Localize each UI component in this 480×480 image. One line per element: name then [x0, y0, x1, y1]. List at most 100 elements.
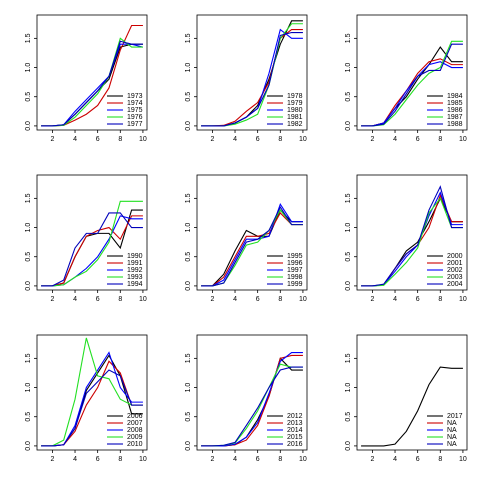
x-tick-label: 2 [50, 136, 54, 143]
y-tick-label: 1.5 [345, 193, 352, 203]
legend-label: 1974 [127, 100, 143, 107]
series-line [41, 337, 143, 447]
legend-label: NA [447, 420, 457, 427]
x-tick-label: 4 [393, 296, 397, 303]
y-tick-label: 1.5 [25, 353, 32, 363]
legend-label: 2001 [447, 260, 463, 267]
x-tick-label: 8 [278, 136, 282, 143]
x-tick-label: 6 [96, 296, 100, 303]
series-line [361, 197, 463, 287]
legend-label: 2016 [287, 441, 303, 448]
legend-label: 2003 [447, 274, 463, 281]
legend-label: 2017 [447, 413, 463, 420]
x-tick-label: 10 [139, 456, 147, 463]
x-tick-label: 4 [73, 136, 77, 143]
x-tick-label: 2 [50, 296, 54, 303]
legend-label: 1994 [127, 281, 143, 288]
plot-frame [196, 174, 308, 291]
x-tick-label: 8 [438, 136, 442, 143]
legend-label: 1997 [287, 267, 303, 274]
legend-label: 1988 [447, 121, 463, 128]
x-tick-label: 8 [118, 136, 122, 143]
series-line [361, 185, 463, 287]
x-tick-label: 8 [438, 296, 442, 303]
y-tick-label: 1.0 [345, 63, 352, 73]
x-tick-label: 10 [299, 456, 307, 463]
legend-label: 1977 [127, 121, 143, 128]
series-line [41, 212, 143, 287]
x-tick-label: 10 [299, 296, 307, 303]
legend-label: 2012 [287, 413, 303, 420]
y-tick-label: 0.0 [185, 441, 192, 451]
plot-frame [356, 174, 468, 291]
y-tick-label: 0.5 [345, 92, 352, 102]
y-tick-label: 0.5 [185, 92, 192, 102]
legend-label: 1996 [287, 260, 303, 267]
y-tick-label: 0.5 [185, 412, 192, 422]
legend-label: 2008 [127, 427, 143, 434]
y-tick-label: 1.0 [25, 383, 32, 393]
y-tick-label: 1.0 [185, 223, 192, 233]
y-tick-label: 1.0 [345, 383, 352, 393]
x-tick-label: 8 [438, 456, 442, 463]
plot-frame [356, 14, 468, 131]
legend-label: 1973 [127, 93, 143, 100]
legend-label: 2015 [287, 434, 303, 441]
legend-label: 2000 [447, 253, 463, 260]
x-tick-label: 6 [416, 456, 420, 463]
legend-label: 2007 [127, 420, 143, 427]
x-tick-label: 4 [73, 456, 77, 463]
legend-label: 1975 [127, 107, 143, 114]
x-tick-label: 4 [233, 136, 237, 143]
series-line [41, 200, 143, 287]
legend-label: 1976 [127, 114, 143, 121]
x-tick-label: 6 [256, 456, 260, 463]
x-tick-label: 6 [96, 456, 100, 463]
series-line [361, 366, 463, 447]
y-tick-label: 0.5 [25, 412, 32, 422]
y-tick-label: 1.5 [345, 33, 352, 43]
y-tick-label: 1.5 [25, 33, 32, 43]
legend-label: 1999 [287, 281, 303, 288]
series-line [201, 202, 303, 287]
y-tick-label: 0.0 [345, 441, 352, 451]
x-tick-label: 6 [96, 136, 100, 143]
legend-label: 1986 [447, 107, 463, 114]
x-tick-label: 2 [210, 136, 214, 143]
legend-label: 1998 [287, 274, 303, 281]
series-line [201, 212, 303, 287]
x-tick-label: 10 [139, 296, 147, 303]
y-tick-label: 1.0 [25, 223, 32, 233]
x-tick-label: 8 [278, 456, 282, 463]
series-line [361, 43, 463, 127]
y-tick-label: 0.0 [25, 121, 32, 131]
plot-frame [36, 14, 148, 131]
y-tick-label: 0.0 [25, 281, 32, 291]
x-tick-label: 4 [233, 296, 237, 303]
legend-label: 1990 [127, 253, 143, 260]
y-tick-label: 0.0 [345, 281, 352, 291]
plot-frame [196, 14, 308, 131]
y-tick-label: 0.0 [185, 121, 192, 131]
x-tick-label: 2 [370, 296, 374, 303]
series-line [201, 31, 303, 127]
legend-label: 1987 [447, 114, 463, 121]
x-tick-label: 10 [459, 296, 467, 303]
x-tick-label: 6 [256, 136, 260, 143]
legend-label: 1985 [447, 100, 463, 107]
y-tick-label: 0.5 [25, 92, 32, 102]
x-tick-label: 4 [393, 136, 397, 143]
legend-label: 1981 [287, 114, 303, 121]
legend-label: 2004 [447, 281, 463, 288]
legend-label: 1991 [127, 260, 143, 267]
